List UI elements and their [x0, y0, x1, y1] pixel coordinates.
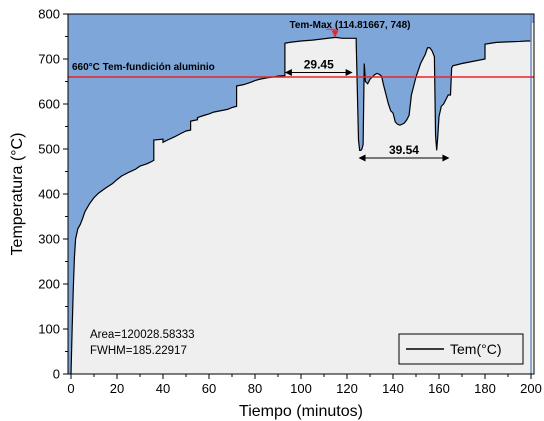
x-tick-label-2: 40: [156, 381, 170, 396]
x-tick-label-5: 100: [290, 381, 312, 396]
span-arrowhead-2b: [442, 154, 450, 162]
legend-label: Tem(°C): [450, 341, 501, 357]
x-tick-label-3: 60: [202, 381, 216, 396]
max-temperature-arrowhead: [331, 30, 339, 38]
y-tick-label-7: 700: [38, 52, 60, 67]
y-axis-title: Temperatura (°C): [9, 133, 26, 256]
fwhm-stat: FWHM=185.22917: [90, 345, 187, 357]
y-tick-label-5: 500: [38, 142, 60, 157]
y-tick-label-2: 200: [38, 277, 60, 292]
melting-point-label: 660°C Tem-fundición aluminio: [72, 62, 215, 73]
y-tick-label-3: 300: [38, 232, 60, 247]
x-axis: 0 20 40 60 80 100 120 140 160 180 200: [67, 374, 542, 396]
y-tick-label-0: 0: [53, 367, 60, 382]
max-temperature-annotation: Tem-Max (114.81667, 748): [290, 20, 411, 38]
x-tick-label-7: 140: [382, 381, 404, 396]
area-under-curve: [71, 23, 534, 374]
area-stat: Area=120028.58333: [90, 329, 195, 341]
y-tick-label-4: 400: [38, 187, 60, 202]
span-arrowhead-2a: [358, 154, 366, 162]
legend: Tem(°C): [398, 333, 524, 365]
y-tick-label-6: 600: [38, 97, 60, 112]
span-arrowhead-1b: [345, 69, 353, 76]
x-axis-title: Tiempo (minutos): [239, 403, 363, 420]
x-tick-label-0: 0: [67, 381, 74, 396]
span-arrowhead-1a: [284, 69, 292, 76]
x-tick-label-6: 120: [336, 381, 358, 396]
x-tick-label-4: 80: [248, 381, 262, 396]
x-tick-label-9: 180: [474, 381, 496, 396]
span-annotation-1: 29.45: [284, 58, 353, 76]
span-label-1: 29.45: [304, 58, 334, 72]
series-line-tem: [70, 23, 532, 374]
y-tick-label-1: 100: [38, 322, 60, 337]
x-tick-label-1: 20: [110, 381, 124, 396]
x-tick-label-10: 200: [520, 381, 542, 396]
max-temperature-label: Tem-Max (114.81667, 748): [290, 20, 411, 31]
span-label-2: 39.54: [389, 143, 419, 157]
span-annotation-2: 39.54: [358, 143, 450, 162]
y-tick-label-8: 800: [38, 7, 60, 22]
y-axis: 0 100 200 300 400 500 600 700 800: [38, 7, 68, 382]
x-tick-label-8: 160: [428, 381, 450, 396]
